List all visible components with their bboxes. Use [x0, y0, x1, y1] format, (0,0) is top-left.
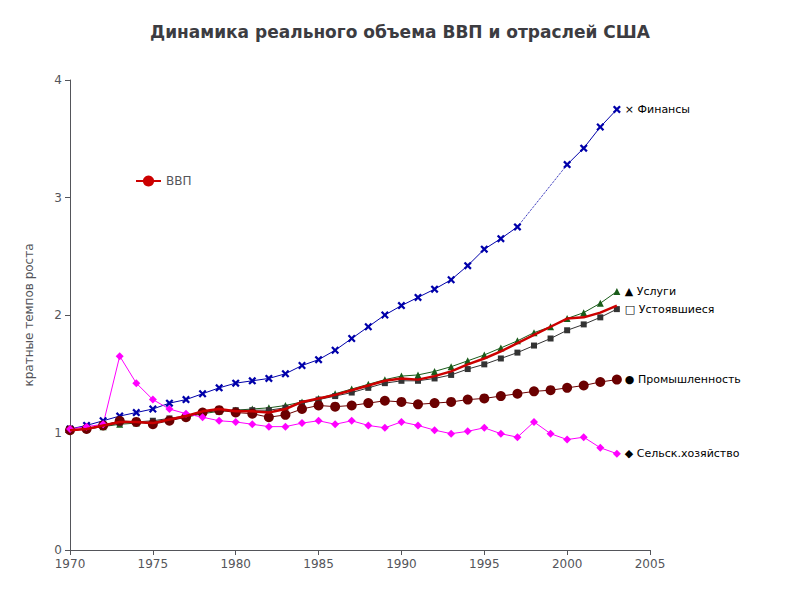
- svg-text:кратные темпов роста: кратные темпов роста: [22, 243, 36, 386]
- svg-text:1995: 1995: [469, 557, 500, 571]
- svg-text:◆ Сельск.хозяйство: ◆ Сельск.хозяйство: [625, 447, 740, 460]
- svg-text:● Промышленность: ● Промышленность: [625, 373, 741, 386]
- svg-text:▲ Услуги: ▲ Услуги: [625, 285, 676, 298]
- svg-text:□ Устоявшиеся: □ Устоявшиеся: [625, 303, 715, 316]
- svg-text:1975: 1975: [138, 557, 169, 571]
- svg-text:4: 4: [54, 73, 62, 87]
- svg-text:2005: 2005: [635, 557, 666, 571]
- svg-text:1970: 1970: [55, 557, 86, 571]
- svg-text:ВВП: ВВП: [166, 174, 192, 188]
- svg-text:1: 1: [54, 426, 62, 440]
- svg-text:Динамика реального объема ВВП: Динамика реального объема ВВП и отраслей…: [150, 22, 651, 42]
- svg-text:1985: 1985: [303, 557, 334, 571]
- svg-text:2000: 2000: [552, 557, 583, 571]
- svg-text:× Финансы: × Финансы: [625, 103, 690, 116]
- svg-text:0: 0: [54, 543, 62, 557]
- svg-text:1980: 1980: [220, 557, 251, 571]
- svg-text:2: 2: [54, 308, 62, 322]
- svg-text:1990: 1990: [386, 557, 417, 571]
- svg-text:3: 3: [54, 191, 62, 205]
